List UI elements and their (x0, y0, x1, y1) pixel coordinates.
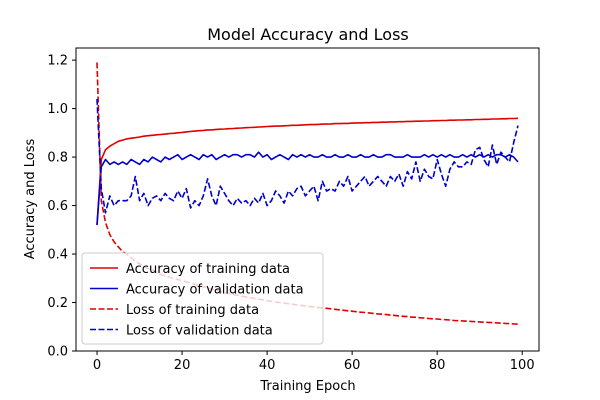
chart-title: Model Accuracy and Loss (207, 25, 409, 44)
x-tick-label: 40 (259, 358, 276, 373)
y-tick-label: 1.0 (47, 102, 68, 117)
legend-label-loss-of-validation-data: Loss of validation data (126, 324, 273, 339)
y-tick-label: 1.2 (47, 54, 68, 69)
legend: Accuracy of training data Accuracy of val… (81, 252, 324, 345)
y-tick-label: 0.6 (47, 199, 68, 214)
axes-frame (75, 47, 540, 352)
x-axis-label: Training Epoch (259, 379, 355, 394)
x-tick-label: 60 (344, 358, 361, 373)
y-tick-label: 0.0 (47, 345, 68, 360)
x-tick-label: 0 (93, 358, 101, 373)
y-axis-label: Accuracy and Loss (23, 138, 38, 259)
plot-lines (96, 62, 519, 325)
series-line-accuracy-of-validation-data (96, 151, 519, 226)
x-tick-label: 100 (510, 358, 535, 373)
series-line-accuracy-of-training-data (96, 117, 519, 226)
legend-label-loss-of-training-data: Loss of training data (126, 303, 259, 318)
x-tick-label: 80 (429, 358, 446, 373)
y-axis: 0.0 0.2 0.4 0.6 0.8 1.0 1.2 (47, 54, 76, 360)
y-tick-label: 0.8 (47, 151, 68, 166)
series-line-loss-of-training-data (96, 62, 519, 325)
x-tick-label: 20 (174, 358, 191, 373)
legend-label-accuracy-of-training-data: Accuracy of training data (126, 262, 290, 277)
series-line-loss-of-validation-data (96, 98, 519, 214)
x-axis: 0 20 40 60 80 100 (93, 351, 535, 373)
legend-box (81, 252, 324, 345)
y-tick-label: 0.2 (47, 296, 68, 311)
y-tick-label: 0.4 (47, 248, 68, 263)
legend-label-accuracy-of-validation-data: Accuracy of validation data (126, 283, 304, 298)
